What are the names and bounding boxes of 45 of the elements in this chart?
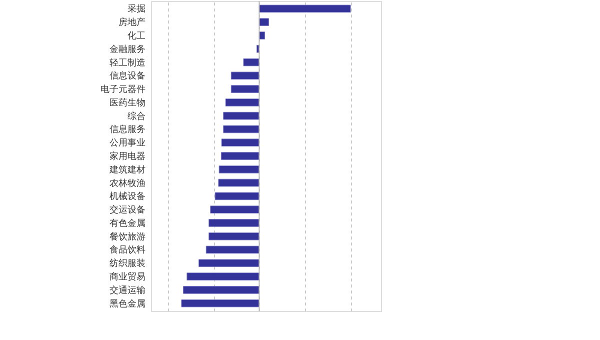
- bar: [230, 72, 260, 80]
- y-tick-label: 化工: [128, 30, 146, 42]
- y-tick-label: 农林牧渔: [110, 178, 146, 189]
- bar: [208, 232, 260, 240]
- bar: [258, 4, 351, 13]
- bar: [230, 85, 260, 93]
- bar: [258, 18, 270, 26]
- bar: [218, 178, 260, 187]
- y-tick-label: 金融服务: [110, 44, 146, 55]
- bar: [220, 152, 260, 160]
- bar: [243, 58, 260, 66]
- y-tick-label: 综合: [128, 110, 146, 122]
- y-tick-label: 食品饮料: [110, 244, 146, 256]
- y-tick-label: 建筑建材: [108, 164, 146, 176]
- y-tick-label: 黑色金属: [110, 298, 146, 310]
- y-tick-label: 商业贸易: [110, 272, 146, 283]
- y-tick-label: 信息设备: [110, 70, 146, 82]
- bar: [206, 246, 260, 254]
- y-tick-label: 轻工制造: [110, 57, 146, 68]
- y-tick-label: 电子元器件: [100, 84, 146, 96]
- bar: [198, 259, 260, 268]
- bar: [258, 32, 266, 40]
- y-tick-label: 家用电器: [110, 151, 146, 162]
- y-tick-label: 交通运输: [110, 284, 146, 296]
- bar: [223, 125, 260, 134]
- bar: [221, 138, 260, 147]
- y-tick-label: 采掘: [128, 4, 146, 15]
- y-tick-label: 有色金属: [110, 218, 146, 229]
- bar: [225, 98, 260, 106]
- y-tick-label: 交运设备: [110, 204, 146, 216]
- y-tick-label: 纺织服装: [110, 258, 146, 270]
- bar: [181, 299, 260, 308]
- y-tick-label: 信息服务: [110, 124, 146, 136]
- bar: [186, 272, 260, 280]
- y-tick-label: 餐饮旅游: [110, 231, 146, 242]
- bar: [183, 286, 260, 294]
- bar: [223, 112, 260, 120]
- y-tick-label: 医药生物: [110, 97, 146, 108]
- y-tick-label: 公用事业: [110, 138, 146, 149]
- y-tick-label: 机械设备: [110, 191, 146, 202]
- bar: [214, 192, 260, 200]
- y-tick-label: 房地产: [118, 17, 146, 28]
- bar: [208, 219, 260, 227]
- bar: [210, 206, 260, 214]
- bar: [218, 165, 260, 174]
